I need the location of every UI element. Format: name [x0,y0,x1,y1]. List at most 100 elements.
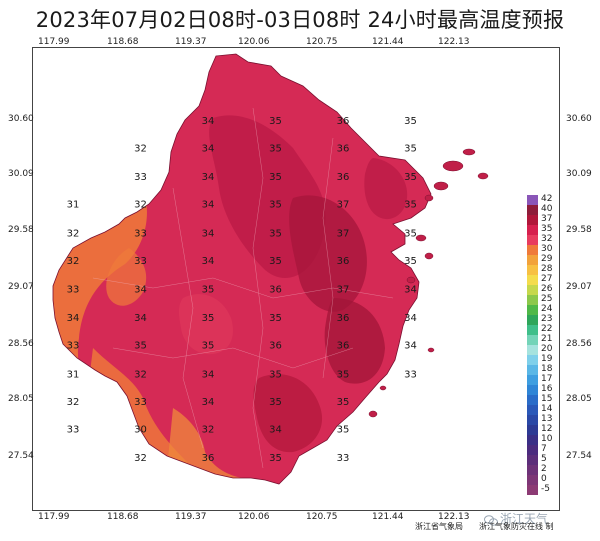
legend-entry: 32 [527,234,565,248]
legend-entry: 12 [527,424,565,438]
map-frame: 34 35 36 35 32 34 35 36 35 33 34 35 36 35 31 32 34 35 37 35… [32,47,560,511]
temperature-value: 34 [202,397,215,408]
temperature-value: 35 [269,116,282,127]
legend-entry: 0 [527,474,565,488]
temperature-value: 35 [269,172,282,183]
legend-label: 42 [541,194,553,204]
legend-swatch [527,245,538,255]
temperature-value: 34 [404,341,417,352]
temperature-value: 35 [404,172,417,183]
temperature-value: 37 [337,285,350,296]
legend-entry: 23 [527,314,565,328]
temperature-value: 35 [337,397,350,408]
lon-label-top: 121.44 [372,37,404,47]
lat-label-right: 28.05 [566,394,592,404]
legend-label: 20 [541,344,553,354]
temperature-value: 34 [202,228,215,239]
legend-entry: 28 [527,264,565,278]
lon-label-top: 122.13 [438,37,470,47]
legend-swatch [527,225,538,235]
legend-swatch [527,205,538,215]
temperature-value: 33 [134,256,147,267]
legend-label: 21 [541,334,553,344]
temperature-value: 34 [202,200,215,211]
legend-label: 18 [541,364,553,374]
lat-label-left: 29.07 [8,282,34,292]
temperature-value: 36 [337,313,350,324]
lon-label-top: 120.75 [306,37,338,47]
legend-swatch [527,305,538,315]
legend-label: 40 [541,204,553,214]
legend-swatch [527,255,538,265]
lon-label-top: 120.06 [238,37,270,47]
legend-label: 15 [541,394,553,404]
legend-entry: 40 [527,204,565,218]
lon-label-top: 117.99 [38,37,70,47]
temperature-value: 35 [269,313,282,324]
legend-swatch [527,465,538,475]
temperature-value: 33 [67,285,80,296]
temperature-value: 35 [337,424,350,435]
temperature-value: 35 [269,228,282,239]
legend-label: 19 [541,354,553,364]
temperature-value: 35 [269,369,282,380]
temperature-value: 36 [269,285,282,296]
temperature-value: 35 [202,285,215,296]
temperature-value: 35 [269,200,282,211]
temperature-value: 35 [269,256,282,267]
legend-swatch [527,425,538,435]
legend-label: 16 [541,384,553,394]
temperature-value: 34 [202,256,215,267]
map-title: 2023年07月02日08时-03日08时 24小时最高温度预报 [35,8,565,32]
lat-label-right: 29.07 [566,282,592,292]
temperature-value: 35 [404,228,417,239]
temperature-value: 36 [202,453,215,464]
legend-entry: 5 [527,454,565,468]
temperature-value: 35 [269,453,282,464]
legend-swatch [527,335,538,345]
legend-swatch [527,395,538,405]
legend-label: 7 [541,444,547,454]
legend-swatch [527,315,538,325]
lon-label-bottom: 118.68 [107,512,139,522]
temperature-value: 32 [134,369,147,380]
lon-label-bottom: 121.44 [372,512,404,522]
lat-label-right: 27.54 [566,451,592,461]
legend-entry: 30 [527,244,565,258]
temperature-value: 36 [337,172,350,183]
legend-swatch [527,355,538,365]
legend-label: 10 [541,434,553,444]
legend-entry: 16 [527,384,565,398]
temperature-value: 32 [67,397,80,408]
legend-entry: 15 [527,394,565,408]
legend-label: 17 [541,374,553,384]
lon-label-bottom: 117.99 [38,512,70,522]
legend-label: 0 [541,474,547,484]
legend-label: 2 [541,464,547,474]
lat-label-right: 29.58 [566,225,592,235]
temperature-value: 36 [269,341,282,352]
legend-swatch [527,405,538,415]
legend-label: 24 [541,304,553,314]
legend-swatch [527,215,538,225]
temperature-value: 35 [202,313,215,324]
legend-label: 29 [541,254,553,264]
temperature-value: 34 [134,285,147,296]
temperature-value: 37 [337,200,350,211]
temperature-value: 32 [134,200,147,211]
temperature-value: 33 [404,369,417,380]
credit-agency: 浙江省气象局 [415,522,463,531]
temperature-value: 33 [337,453,350,464]
legend-swatch [527,365,538,375]
temperature-value: 33 [67,341,80,352]
legend-swatch [527,235,538,245]
temperature-value: 36 [337,144,350,155]
temperature-value: 31 [67,369,80,380]
temperature-value: 33 [134,397,147,408]
temperature-value: 32 [67,256,80,267]
legend-label: 30 [541,244,553,254]
legend-entry: 37 [527,214,565,228]
lat-label-left: 29.58 [8,225,34,235]
legend-entry: 7 [527,444,565,458]
wechat-icon [484,511,498,526]
